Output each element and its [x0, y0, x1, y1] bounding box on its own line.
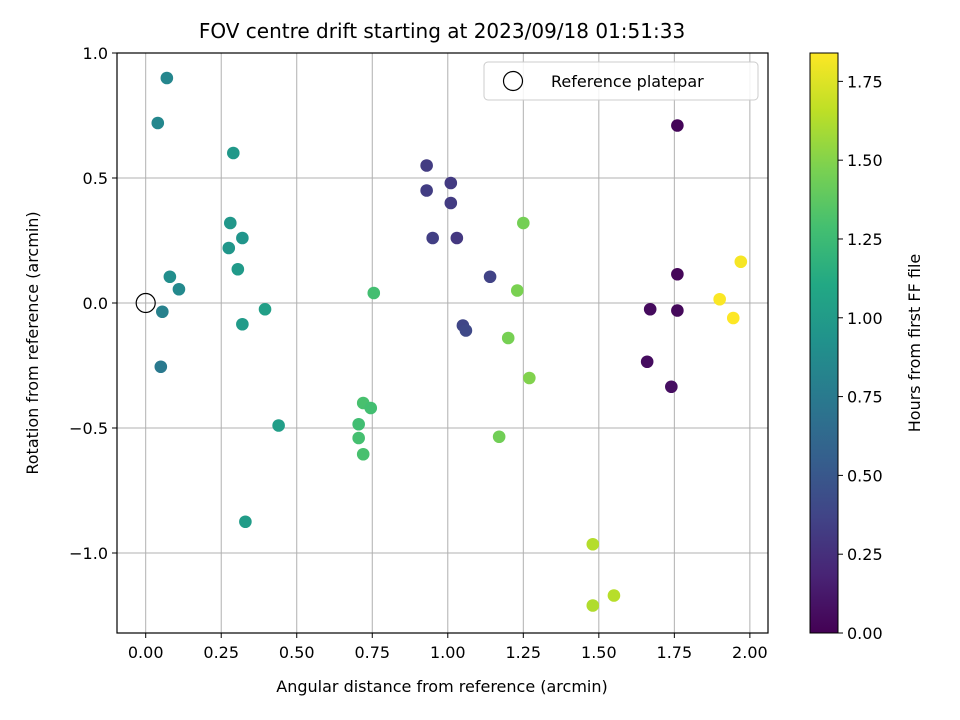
data-point [444, 176, 458, 190]
reference-marker-layer [135, 292, 156, 314]
colorbar-tick-label: 1.25 [847, 230, 883, 249]
data-point [517, 216, 530, 230]
grid [117, 52, 768, 633]
y-tick-label: 0.5 [83, 169, 108, 188]
data-point [364, 401, 378, 415]
y-tick-label: −1.0 [69, 544, 108, 563]
legend-box [483, 61, 759, 101]
data-point [163, 270, 177, 284]
data-point [156, 305, 169, 319]
data-point [665, 380, 678, 394]
colorbar-gradient [809, 52, 839, 634]
data-point [501, 331, 515, 345]
data-point [356, 447, 370, 461]
chart-title: FOV centre drift starting at 2023/09/18 … [199, 19, 685, 43]
data-point [154, 360, 168, 374]
data-point [671, 119, 684, 132]
colorbar-label: Hours from first FF file [905, 254, 924, 433]
reference-platepar-marker [135, 292, 156, 314]
data-point [640, 355, 654, 369]
data-point [510, 284, 524, 297]
data-point [671, 304, 684, 317]
colorbar-tick-label: 1.50 [847, 151, 883, 170]
x-tick-label: 1.25 [505, 643, 541, 662]
data-point [223, 216, 237, 230]
colorbar-tick-label: 0.50 [847, 466, 883, 485]
x-axis-label: Angular distance from reference (arcmin) [276, 677, 607, 696]
x-tick-label: 1.00 [430, 643, 466, 662]
data-point [713, 292, 726, 306]
data-point [222, 241, 236, 255]
x-tick-label: 1.75 [657, 643, 693, 662]
data-point [523, 371, 536, 385]
data-point [483, 270, 497, 284]
x-tick-label: 0.50 [279, 643, 315, 662]
y-axis-label: Rotation from reference (arcmin) [23, 211, 42, 474]
data-point [239, 515, 252, 529]
data-point [450, 231, 464, 245]
y-tick-label: −0.5 [69, 419, 108, 438]
data-point [459, 324, 473, 337]
x-tick-label: 0.25 [203, 643, 239, 662]
y-tick-label: 1.0 [83, 44, 108, 63]
data-point [236, 231, 249, 245]
data-point [726, 311, 740, 325]
data-point [734, 255, 748, 269]
x-tick-label: 1.50 [581, 643, 617, 662]
data-point [426, 231, 439, 245]
x-axis-ticks: 0.00 0.25 0.50 0.75 1.00 1.25 1.50 1.75 2.00 [128, 633, 768, 662]
data-point [444, 196, 458, 210]
y-tick-label: 0.0 [83, 294, 108, 313]
y-axis-ticks: 1.0 0.5 0.0 −0.5 −1.0 [69, 44, 117, 563]
plot-area-frame [116, 52, 769, 634]
data-point [352, 417, 365, 431]
data-point [236, 317, 249, 331]
data-point [420, 184, 433, 197]
data-point [231, 262, 245, 276]
x-tick-label: 0.75 [354, 643, 390, 662]
data-point [160, 71, 174, 85]
colorbar-tick-label: 0.00 [847, 624, 883, 643]
data-point [492, 430, 506, 444]
data-point [258, 302, 272, 316]
data-point [272, 419, 285, 432]
legend-marker-reference-platepar [502, 70, 524, 92]
data-point [671, 267, 684, 281]
data-point [151, 116, 165, 130]
data-points [151, 71, 748, 612]
colorbar-ticks: 0.00 0.25 0.50 0.75 1.00 1.25 1.50 1.75 [838, 72, 883, 643]
colorbar-tick-label: 0.25 [847, 545, 883, 564]
data-point [227, 146, 240, 160]
colorbar-tick-label: 1.00 [847, 309, 883, 328]
data-point [172, 282, 186, 296]
colorbar: 0.00 0.25 0.50 0.75 1.00 1.25 1.50 1.75 Hours f… [809, 52, 924, 643]
x-tick-label: 2.00 [732, 643, 768, 662]
data-point [586, 599, 600, 612]
colorbar-tick-label: 1.75 [847, 72, 883, 91]
data-point [586, 537, 600, 551]
colorbar-tick-label: 0.75 [847, 388, 883, 407]
data-point [352, 431, 365, 445]
legend: Reference platepar [483, 61, 759, 101]
data-point [607, 589, 621, 602]
data-point [420, 159, 433, 172]
data-point [367, 286, 381, 300]
data-point [643, 302, 657, 316]
x-tick-label: 0.00 [128, 643, 164, 662]
legend-entry-reference-platepar: Reference platepar [551, 72, 704, 91]
